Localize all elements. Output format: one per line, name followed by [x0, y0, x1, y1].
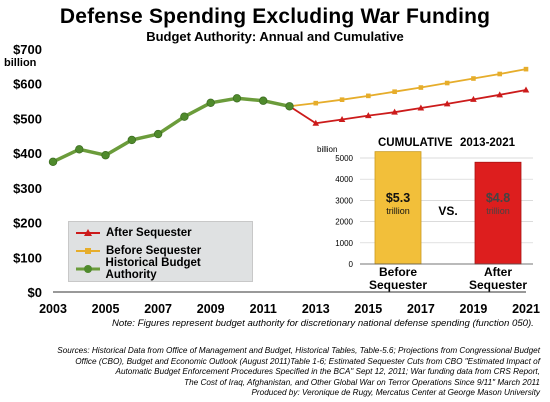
x-tick-label: 2005 — [92, 302, 120, 316]
x-tick-label: 2013 — [302, 302, 330, 316]
inset-category-label: Sequester — [369, 278, 427, 292]
data-point — [522, 86, 530, 93]
y-tick-label: $100 — [13, 250, 42, 265]
y-tick-label: $300 — [13, 181, 42, 196]
y-tick-label: $400 — [13, 146, 42, 161]
chart-title: Defense Spending Excluding War Funding — [59, 5, 491, 28]
inset-y-tick-label: 1000 — [335, 239, 353, 248]
inset-bar-value-label: $5.3 — [386, 191, 410, 205]
data-point — [418, 85, 424, 90]
data-point — [497, 71, 503, 77]
data-point — [180, 112, 189, 121]
data-point — [417, 104, 425, 111]
x-tick-label: 2007 — [144, 302, 172, 316]
data-point — [75, 145, 84, 154]
inset-category-label: After — [484, 265, 512, 279]
inset-title: CUMULATIVE — [378, 137, 453, 149]
legend-label-historical: Historical Budget Authority — [105, 257, 201, 281]
data-point — [313, 100, 319, 106]
inset-bar — [374, 151, 422, 265]
x-tick-label: 2015 — [354, 302, 382, 316]
data-point — [471, 76, 476, 81]
data-point — [444, 80, 450, 86]
inset-title-range: 2013-2021 — [460, 137, 516, 149]
sources-block: Sources: Historical Data from Office of … — [14, 346, 540, 399]
x-tick-label: 2019 — [460, 302, 488, 316]
inset-y-tick-label: 2000 — [335, 218, 353, 227]
data-point — [470, 95, 477, 102]
data-point — [443, 100, 451, 107]
y-tick-label: $600 — [13, 77, 42, 92]
legend-item-after-sequester: After Sequester — [75, 224, 192, 242]
legend-swatch-before-sequester — [76, 248, 100, 254]
chart-subtitle: Budget Authority: Annual and Cumulative — [146, 29, 404, 44]
x-tick-label: 2011 — [250, 302, 277, 316]
inset-vs-label: VS. — [438, 204, 457, 218]
inset-bar-unit-label: trillion — [386, 206, 410, 216]
data-point — [259, 96, 268, 105]
y-tick-label: $500 — [13, 111, 42, 126]
x-tick-label: 2003 — [39, 302, 67, 316]
data-point — [48, 157, 58, 167]
legend-swatch-after-sequester — [76, 229, 100, 236]
legend: After Sequester Before Sequester Histori… — [68, 221, 253, 282]
inset-y-tick-label: 4000 — [335, 175, 353, 184]
data-point — [127, 135, 137, 145]
data-point — [365, 112, 372, 119]
y-axis-unit-label: billion — [4, 57, 37, 69]
data-point — [392, 89, 397, 94]
inset-y-tick-label: 5000 — [335, 154, 353, 163]
x-tick-label: 2009 — [197, 302, 225, 316]
legend-swatch-historical — [76, 265, 100, 273]
y-tick-label: $0 — [28, 285, 42, 300]
data-point — [101, 151, 110, 160]
data-point — [496, 91, 504, 98]
legend-item-before-sequester: Before Sequester — [75, 242, 201, 260]
sources-line: Sources: Historical Data from Office of … — [57, 346, 540, 355]
data-point — [153, 129, 163, 139]
y-tick-label: $700 — [13, 42, 42, 57]
inset-bar-value-label: $4.8 — [486, 191, 510, 205]
data-point — [523, 66, 529, 72]
chart-note: Note: Figures represent budget authority… — [112, 318, 534, 329]
data-point — [206, 98, 215, 108]
inset-category-label: Sequester — [469, 278, 527, 292]
data-point — [339, 97, 345, 102]
data-point — [232, 94, 242, 103]
inset-y-tick-label: 0 — [349, 260, 354, 269]
inset-y-unit-label: billion — [317, 145, 337, 154]
series-line-after-sequester — [289, 89, 527, 125]
data-point — [285, 102, 294, 111]
series-line-historical — [52, 96, 290, 164]
legend-label-before-sequester: Before Sequester — [106, 245, 202, 257]
inset-category-label: Before — [379, 265, 417, 279]
data-point — [391, 108, 398, 115]
legend-item-historical: Historical Budget Authority — [75, 257, 252, 281]
inset-y-tick-label: 3000 — [335, 196, 353, 205]
inset-bar-unit-label: trillion — [486, 206, 510, 216]
sources-line: The Cost of Iraq, Afghanistan, and Other… — [184, 377, 540, 387]
sources-credit: Produced by: Veronique de Rugy, Mercatus… — [251, 388, 540, 398]
x-tick-label: 2021 — [512, 302, 540, 316]
y-tick-label: $200 — [13, 216, 42, 231]
sources-line: Automatic Budget Enforcement Procedures … — [115, 367, 541, 377]
data-point — [338, 115, 346, 122]
data-point — [366, 93, 371, 99]
inset-bar — [474, 161, 522, 265]
x-tick-label: 2017 — [407, 302, 435, 316]
sources-line: Office (CBO), Budget and Economic Outloo… — [75, 356, 540, 366]
series-line-before-sequester — [289, 68, 527, 108]
data-point — [312, 119, 320, 126]
legend-label-after-sequester: After Sequester — [106, 227, 192, 239]
